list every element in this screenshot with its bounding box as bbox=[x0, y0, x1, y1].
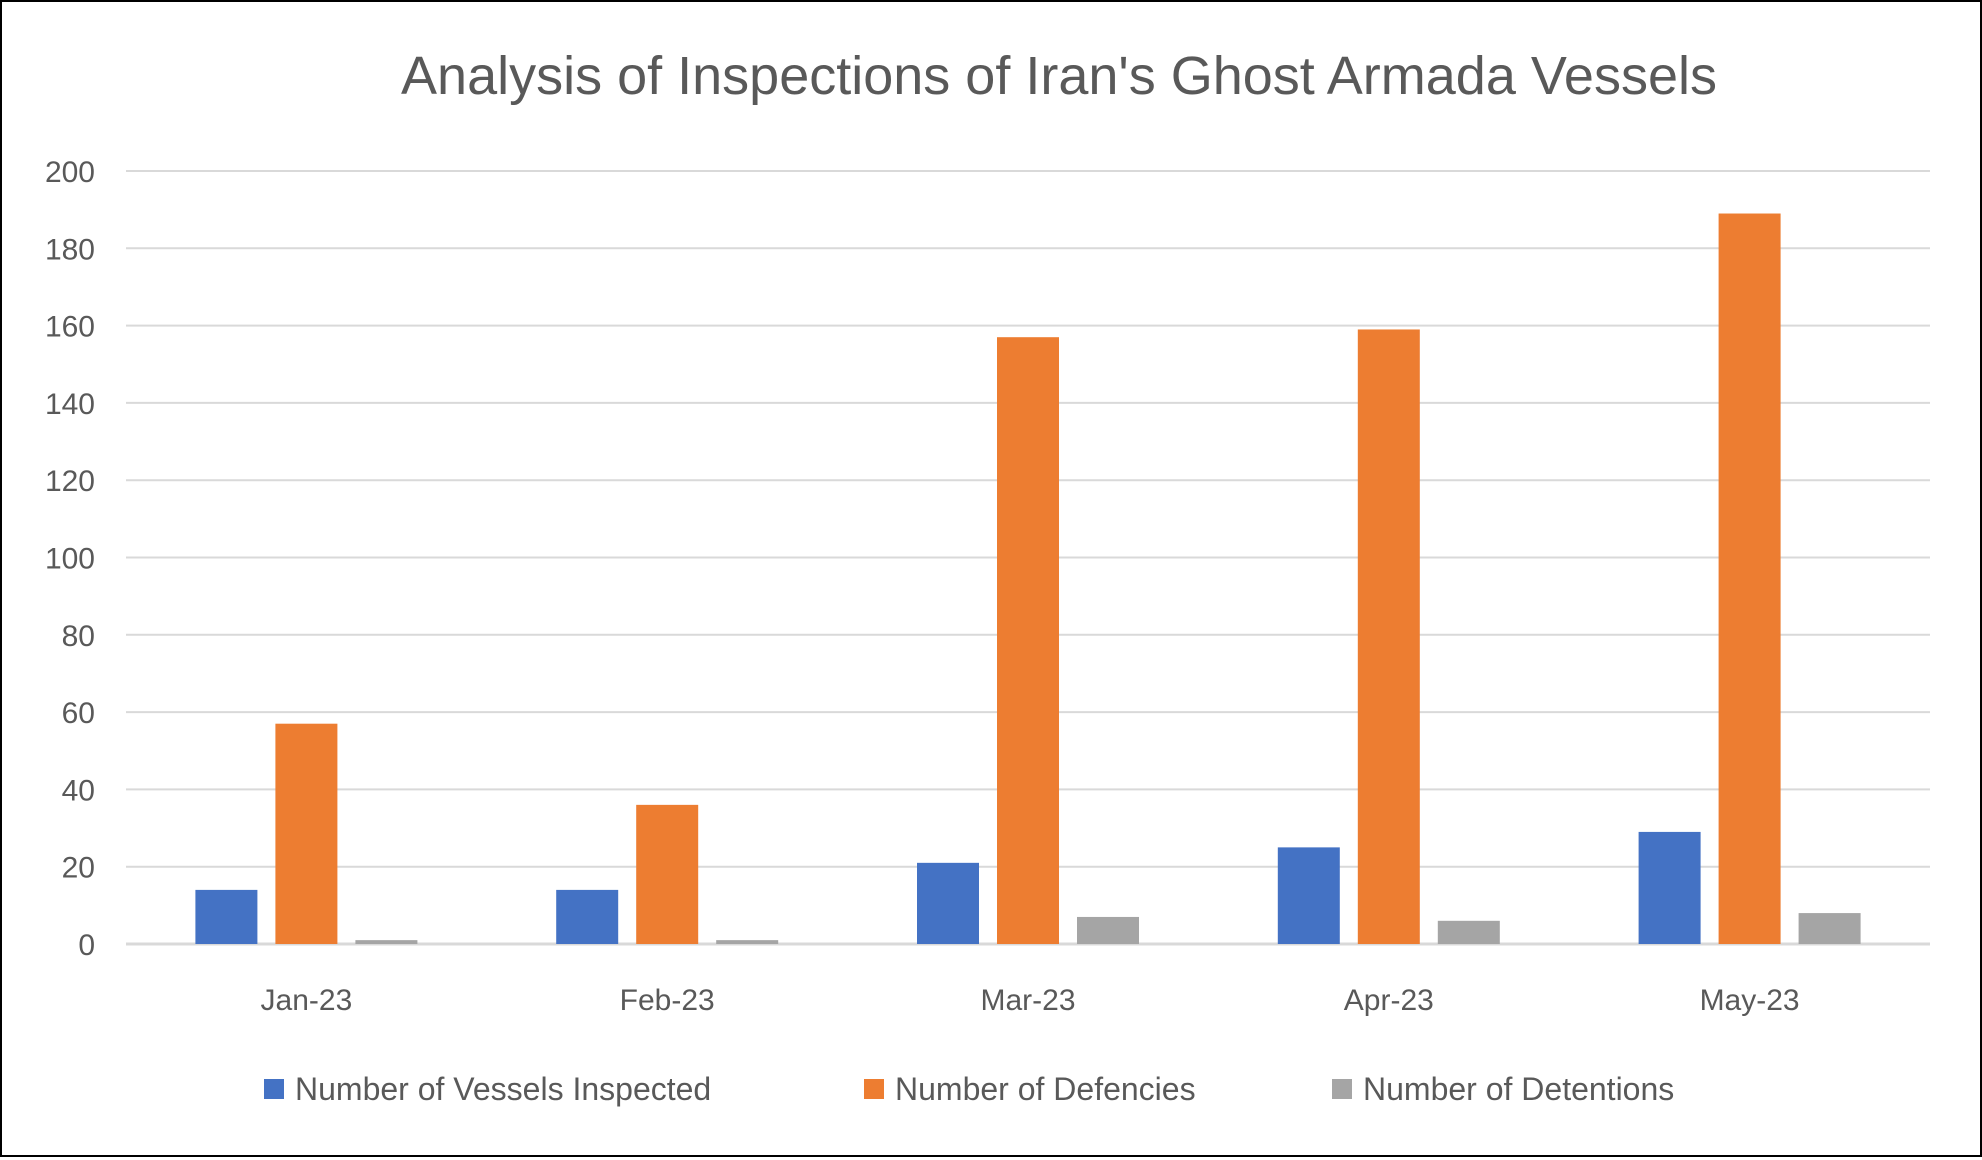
legend-swatch-2 bbox=[1332, 1079, 1352, 1099]
x-tick-label: Mar-23 bbox=[980, 984, 1075, 1017]
y-tick-label: 160 bbox=[45, 311, 95, 344]
x-tick-label: Apr-23 bbox=[1344, 984, 1434, 1017]
bar-Mar-23-2 bbox=[1077, 916, 1139, 944]
x-tick-label: Jan-23 bbox=[261, 984, 353, 1017]
bars bbox=[195, 213, 1861, 945]
legend-label: Number of Detentions bbox=[1363, 1071, 1674, 1107]
legend: Number of Vessels Inspected Number of Def… bbox=[264, 1071, 1674, 1107]
legend-label: Number of Defencies bbox=[895, 1071, 1196, 1107]
bar-May-23-1 bbox=[1718, 213, 1781, 944]
y-tick-label: 140 bbox=[45, 388, 95, 421]
y-axis-ticks: 0 20 40 60 80 100 120 140 160 180 200 bbox=[45, 156, 95, 962]
bar-May-23-2 bbox=[1798, 913, 1861, 944]
y-tick-label: 60 bbox=[62, 697, 95, 730]
chart-title: Analysis of Inspections of Iran's Ghost … bbox=[401, 46, 1717, 106]
bar-Jan-23-1 bbox=[275, 723, 338, 944]
x-tick-label: Feb-23 bbox=[620, 984, 715, 1017]
y-tick-label: 200 bbox=[45, 156, 95, 189]
bar-Feb-23-1 bbox=[636, 804, 699, 944]
bar-Apr-23-0 bbox=[1277, 847, 1340, 944]
legend-swatch-1 bbox=[864, 1079, 884, 1099]
legend-label: Number of Vessels Inspected bbox=[295, 1071, 711, 1107]
bar-Feb-23-2 bbox=[716, 940, 779, 944]
y-tick-label: 0 bbox=[78, 929, 95, 962]
bar-Apr-23-1 bbox=[1357, 329, 1420, 945]
y-tick-label: 40 bbox=[62, 774, 95, 807]
bar-Jan-23-2 bbox=[355, 940, 418, 944]
bar-May-23-0 bbox=[1638, 831, 1701, 944]
legend-swatch-0 bbox=[264, 1079, 284, 1099]
bar-Jan-23-0 bbox=[195, 889, 258, 944]
bar-Mar-23-1 bbox=[997, 337, 1059, 944]
bar-Mar-23-0 bbox=[917, 862, 979, 944]
bar-Apr-23-2 bbox=[1437, 920, 1500, 944]
y-tick-label: 80 bbox=[62, 620, 95, 653]
x-axis-ticks: Jan-23 Feb-23 Mar-23 Apr-23 May-23 bbox=[261, 984, 1800, 1017]
y-tick-label: 120 bbox=[45, 465, 95, 498]
y-tick-label: 20 bbox=[62, 852, 95, 885]
y-tick-label: 180 bbox=[45, 233, 95, 266]
bar-Feb-23-0 bbox=[556, 889, 619, 944]
x-tick-label: May-23 bbox=[1700, 984, 1800, 1017]
y-tick-label: 100 bbox=[45, 543, 95, 576]
